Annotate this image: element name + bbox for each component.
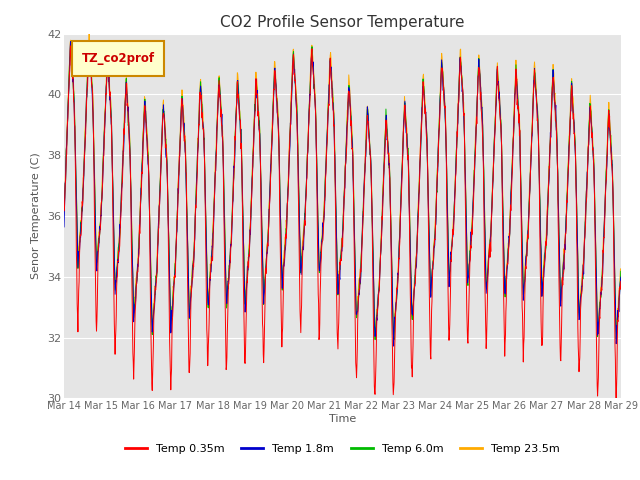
Temp 0.35m	[67, 43, 74, 49]
Temp 0.35m	[171, 273, 179, 278]
Temp 1.8m	[617, 274, 625, 280]
Y-axis label: Senor Temperature (C): Senor Temperature (C)	[31, 153, 42, 279]
Temp 23.5m	[171, 269, 179, 275]
Temp 23.5m	[246, 218, 254, 224]
Temp 6.0m	[246, 218, 254, 224]
X-axis label: Time: Time	[329, 414, 356, 424]
Line: Temp 6.0m: Temp 6.0m	[64, 41, 621, 340]
Temp 0.35m	[429, 261, 437, 267]
Temp 0.35m	[184, 324, 192, 330]
Temp 1.8m	[502, 273, 510, 279]
FancyBboxPatch shape	[72, 41, 164, 75]
Temp 0.35m	[502, 309, 509, 315]
Temp 6.0m	[552, 109, 559, 115]
Temp 23.5m	[60, 207, 68, 213]
Temp 1.8m	[171, 272, 179, 278]
Temp 23.5m	[552, 100, 559, 106]
Temp 1.8m	[429, 258, 437, 264]
Temp 1.8m	[60, 224, 68, 230]
Line: Temp 0.35m: Temp 0.35m	[64, 46, 621, 402]
Legend: Temp 0.35m, Temp 1.8m, Temp 6.0m, Temp 23.5m: Temp 0.35m, Temp 1.8m, Temp 6.0m, Temp 2…	[120, 440, 564, 458]
Temp 6.0m	[60, 206, 68, 212]
Temp 0.35m	[246, 223, 254, 228]
Temp 6.0m	[184, 269, 192, 275]
Temp 1.8m	[552, 107, 559, 113]
Temp 6.0m	[429, 257, 437, 263]
Temp 1.8m	[67, 39, 74, 45]
Temp 23.5m	[617, 266, 625, 272]
Temp 23.5m	[372, 332, 380, 337]
Line: Temp 23.5m: Temp 23.5m	[64, 32, 621, 335]
Temp 0.35m	[60, 208, 68, 214]
Temp 6.0m	[502, 276, 510, 281]
Title: CO2 Profile Sensor Temperature: CO2 Profile Sensor Temperature	[220, 15, 465, 30]
Temp 23.5m	[184, 262, 192, 268]
Text: TZ_co2prof: TZ_co2prof	[82, 52, 155, 65]
Temp 23.5m	[502, 270, 510, 276]
Temp 6.0m	[171, 270, 179, 276]
Temp 6.0m	[617, 268, 625, 274]
Temp 23.5m	[429, 245, 437, 251]
Temp 6.0m	[85, 38, 93, 44]
Line: Temp 1.8m: Temp 1.8m	[64, 42, 621, 346]
Temp 6.0m	[390, 337, 398, 343]
Temp 1.8m	[246, 231, 254, 237]
Temp 1.8m	[390, 343, 397, 349]
Temp 1.8m	[184, 267, 192, 273]
Temp 0.35m	[551, 100, 559, 106]
Temp 0.35m	[612, 399, 620, 405]
Temp 23.5m	[85, 29, 93, 35]
Temp 0.35m	[617, 278, 625, 284]
